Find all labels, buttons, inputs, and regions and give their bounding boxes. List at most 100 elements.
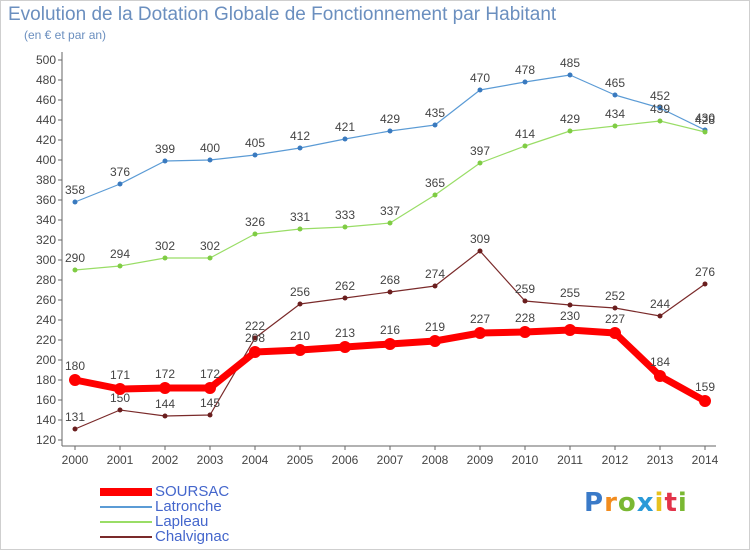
x-tick-label: 2014 — [692, 453, 719, 467]
data-point-chalvignac — [117, 407, 123, 413]
y-tick-label: 340 — [36, 213, 56, 227]
data-point-lapleau — [567, 128, 573, 134]
data-label-latronche: 405 — [245, 136, 265, 150]
series-line-latronche — [74, 74, 706, 203]
data-label-chalvignac: 252 — [605, 289, 625, 303]
y-tick-label: 160 — [36, 393, 56, 407]
data-label-latronche: 435 — [425, 106, 445, 120]
y-tick-label: 220 — [36, 333, 56, 347]
data-point-chalvignac — [297, 301, 303, 307]
data-point-soursac — [204, 382, 216, 394]
data-label-lapleau: 302 — [155, 239, 175, 253]
data-label-latronche: 412 — [290, 129, 310, 143]
data-point-lapleau — [432, 192, 438, 198]
data-point-latronche — [657, 105, 663, 111]
data-label-chalvignac: 256 — [290, 285, 310, 299]
data-label-latronche: 465 — [605, 76, 625, 90]
data-label-soursac: 228 — [515, 311, 535, 325]
data-point-chalvignac — [522, 298, 528, 304]
data-point-chalvignac — [432, 283, 438, 289]
x-tick-label: 2002 — [152, 453, 179, 467]
data-label-latronche: 470 — [470, 71, 490, 85]
data-label-latronche: 358 — [65, 183, 85, 197]
data-point-soursac — [384, 338, 396, 350]
data-label-soursac: 216 — [380, 323, 400, 337]
data-label-chalvignac: 268 — [380, 273, 400, 287]
data-point-lapleau — [297, 226, 303, 232]
data-label-soursac: 213 — [335, 326, 355, 340]
data-point-soursac — [474, 327, 486, 339]
data-point-latronche — [72, 199, 78, 205]
data-label-latronche: 430 — [695, 111, 715, 125]
y-tick-label: 460 — [36, 93, 56, 107]
x-tick-label: 2011 — [557, 453, 583, 467]
data-label-lapleau: 290 — [65, 251, 85, 265]
data-label-lapleau: 434 — [605, 107, 625, 121]
data-point-chalvignac — [477, 248, 483, 254]
data-label-lapleau: 333 — [335, 208, 355, 222]
legend-swatch — [100, 521, 152, 523]
data-point-latronche — [567, 72, 573, 78]
data-label-chalvignac: 276 — [695, 265, 715, 279]
chart-title: Evolution de la Dotation Globale de Fonc… — [8, 4, 557, 25]
data-point-soursac — [519, 326, 531, 338]
data-label-latronche: 400 — [200, 141, 220, 155]
data-point-soursac — [339, 341, 351, 353]
data-label-lapleau: 326 — [245, 215, 265, 229]
x-tick-label: 2004 — [242, 453, 269, 467]
data-point-soursac — [654, 370, 666, 382]
data-label-latronche: 421 — [335, 120, 355, 134]
x-tick-label: 2010 — [512, 453, 539, 467]
data-point-chalvignac — [612, 305, 618, 311]
data-label-soursac: 172 — [155, 367, 175, 381]
data-label-soursac: 230 — [560, 309, 580, 323]
data-point-soursac — [249, 346, 261, 358]
data-label-soursac: 227 — [470, 312, 490, 326]
legend-item-latronche: Latronche — [100, 499, 320, 514]
data-point-latronche — [117, 181, 123, 187]
data-label-latronche: 399 — [155, 142, 175, 156]
data-label-latronche: 452 — [650, 89, 670, 103]
y-tick-label: 280 — [36, 273, 56, 287]
data-label-soursac: 210 — [290, 329, 310, 343]
data-point-lapleau — [522, 143, 528, 149]
data-point-lapleau — [612, 123, 618, 129]
data-point-chalvignac — [207, 412, 213, 418]
data-point-latronche — [207, 157, 213, 163]
x-tick-label: 2007 — [377, 453, 404, 467]
legend-label: Chalvignac — [155, 528, 230, 545]
data-label-chalvignac: 262 — [335, 279, 355, 293]
chart-legend: SOURSAC Latronche Lapleau Chalvignac — [100, 484, 320, 544]
legend-item-chalvignac: Chalvignac — [100, 529, 320, 544]
x-tick-label: 2000 — [62, 453, 89, 467]
data-point-soursac — [564, 324, 576, 336]
x-tick-label: 2012 — [602, 453, 629, 467]
y-tick-label: 240 — [36, 313, 56, 327]
data-point-chalvignac — [162, 413, 168, 419]
data-label-soursac: 159 — [695, 380, 715, 394]
data-point-lapleau — [252, 231, 258, 237]
data-point-chalvignac — [252, 335, 258, 341]
data-point-latronche — [342, 136, 348, 142]
legend-item-lapleau: Lapleau — [100, 514, 320, 529]
legend-swatch — [100, 506, 152, 508]
y-tick-label: 200 — [36, 353, 56, 367]
x-tick-label: 2013 — [647, 453, 674, 467]
data-point-chalvignac — [567, 302, 573, 308]
data-point-chalvignac — [657, 313, 663, 319]
data-point-soursac — [114, 383, 126, 395]
data-label-latronche: 478 — [515, 63, 535, 77]
data-point-soursac — [429, 335, 441, 347]
x-tick-label: 2006 — [332, 453, 359, 467]
data-label-chalvignac: 255 — [560, 286, 580, 300]
data-label-latronche: 376 — [110, 165, 130, 179]
legend-swatch — [100, 488, 152, 496]
legend-swatch — [100, 536, 152, 538]
data-label-chalvignac: 274 — [425, 267, 445, 281]
data-label-lapleau: 429 — [560, 112, 580, 126]
y-tick-label: 400 — [36, 153, 56, 167]
data-label-chalvignac: 259 — [515, 282, 535, 296]
data-label-soursac: 208 — [245, 331, 265, 345]
